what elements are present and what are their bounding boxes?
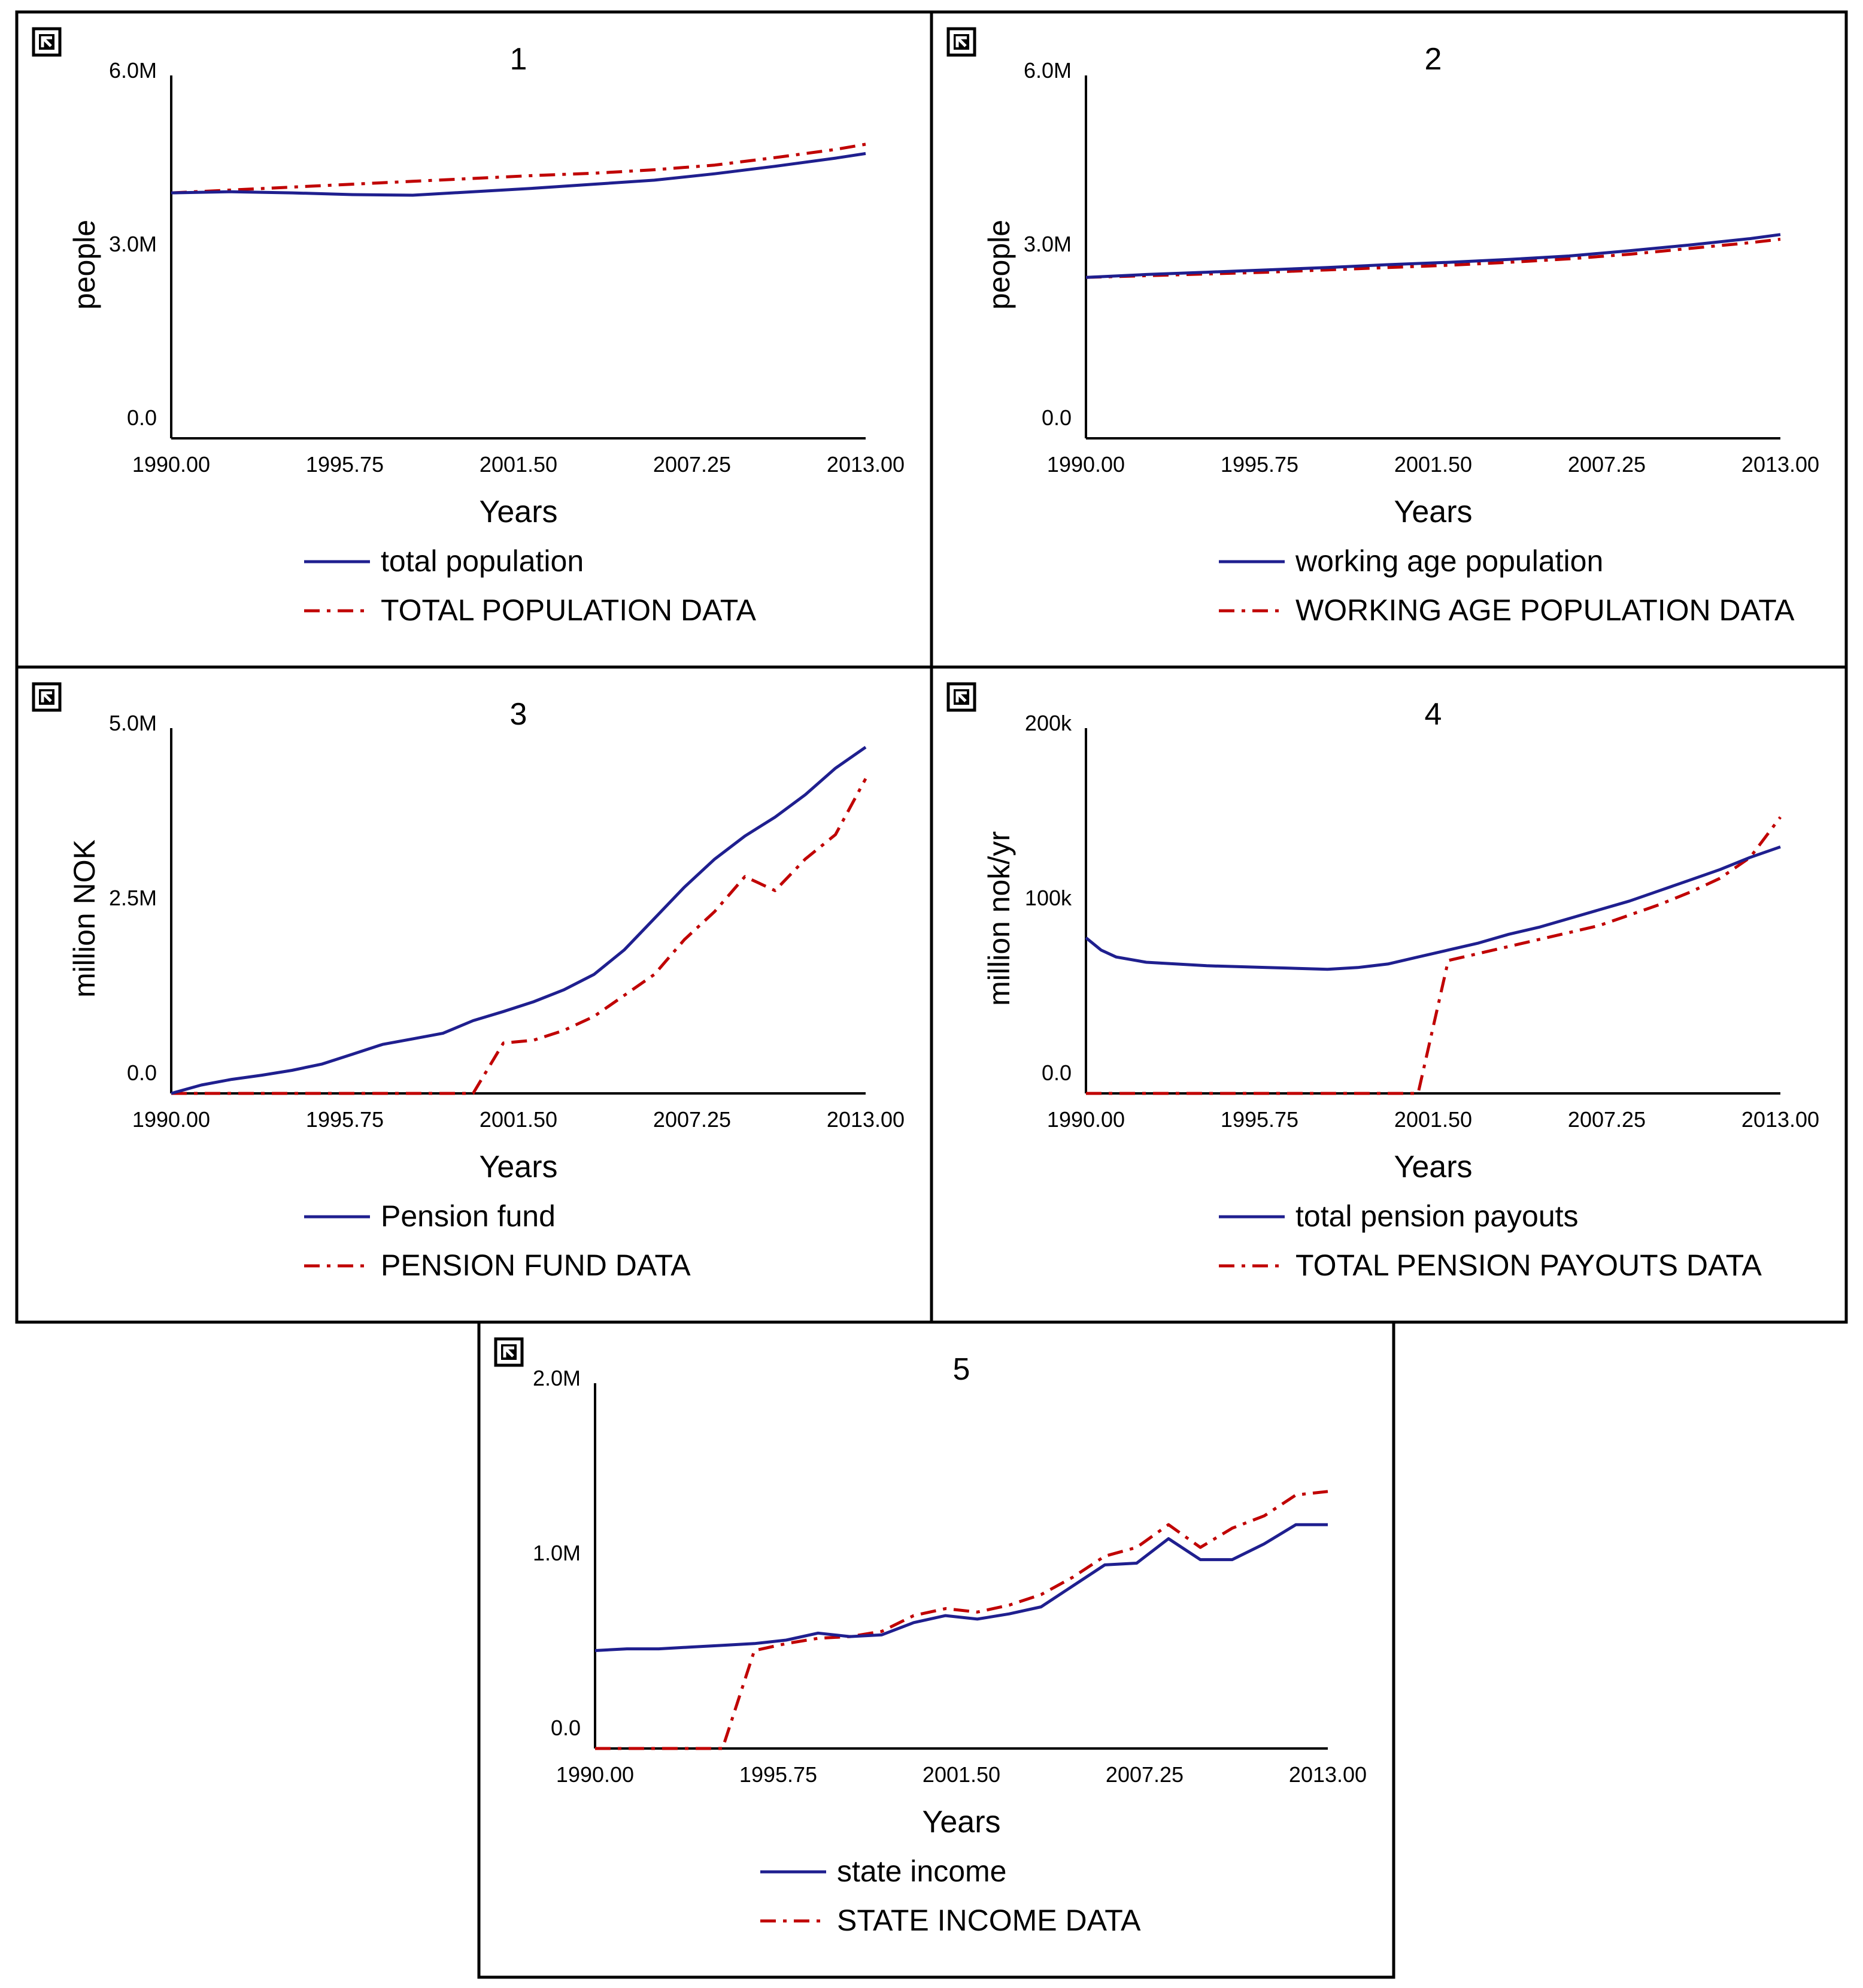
- x-tick-label: 1995.75: [1221, 1107, 1298, 1132]
- chart-panel-1: 1 0.0 3.0M 6.0M 1990.00 1995.75 2001.50 2007.25…: [15, 10, 933, 669]
- series-line-data: [1086, 816, 1782, 1095]
- corner-arrow-icon[interactable]: [946, 27, 976, 57]
- x-tick-label: 2001.50: [923, 1762, 1000, 1787]
- series-line-model: [171, 746, 867, 1095]
- x-tick-label: 2013.00: [1289, 1762, 1367, 1787]
- x-tick-label: 2007.25: [1106, 1762, 1184, 1787]
- legend-label: working age population: [1295, 544, 1603, 578]
- x-tick-label: 1995.75: [739, 1762, 817, 1787]
- x-tick-label: 2001.50: [1394, 452, 1472, 477]
- x-tick-label: 2013.00: [827, 1107, 905, 1132]
- x-tick-label: 1990.00: [132, 1107, 210, 1132]
- y-tick-label: 3.0M: [109, 232, 157, 256]
- legend-label: STATE INCOME DATA: [837, 1904, 1141, 1937]
- y-axis-label: million nok/yr: [982, 831, 1016, 1006]
- x-tick-label: 1995.75: [1221, 452, 1298, 477]
- y-axis-label: people: [68, 220, 101, 310]
- y-tick-label: 0.0: [1042, 1060, 1072, 1085]
- legend-label: WORKING AGE POPULATION DATA: [1295, 593, 1795, 627]
- y-tick-label: 2.0M: [533, 1366, 581, 1390]
- x-axis-label: Years: [922, 1805, 1000, 1839]
- x-tick-label: 1990.00: [1047, 1107, 1125, 1132]
- x-tick-label: 1995.75: [306, 452, 384, 477]
- x-tick-label: 2007.25: [653, 1107, 731, 1132]
- x-tick-label: 2001.50: [480, 452, 557, 477]
- series-line-model: [171, 151, 866, 197]
- corner-arrow-icon[interactable]: [32, 682, 62, 712]
- chart-title: 4: [1425, 697, 1442, 732]
- x-tick-label: 2007.25: [1568, 1107, 1646, 1132]
- corner-arrow-icon[interactable]: [32, 27, 62, 57]
- x-axis-label: Years: [1394, 1150, 1472, 1184]
- chart-title: 2: [1425, 42, 1442, 77]
- y-tick-label: 5.0M: [109, 711, 157, 735]
- chart-panel-5: 5 0.0 1.0M 2.0M 1990.00 1995.75 2001.50 2007.25…: [477, 1320, 1395, 1979]
- legend-label: TOTAL PENSION PAYOUTS DATA: [1295, 1248, 1762, 1282]
- x-tick-label: 2013.00: [1741, 452, 1819, 477]
- y-axis-label: million NOK: [68, 840, 101, 998]
- legend-label: TOTAL POPULATION DATA: [381, 593, 757, 627]
- series-line-model: [1085, 233, 1781, 279]
- y-tick-label: 0.0: [1042, 405, 1072, 430]
- series-line-data: [1085, 238, 1781, 279]
- x-tick-label: 1990.00: [556, 1762, 634, 1787]
- y-axis-label: people: [982, 220, 1016, 310]
- y-tick-label: 200k: [1025, 711, 1072, 735]
- y-tick-label: 6.0M: [1024, 58, 1072, 83]
- y-tick-label: 6.0M: [109, 58, 157, 83]
- corner-arrow-icon[interactable]: [494, 1337, 524, 1367]
- x-tick-label: 1990.00: [132, 452, 210, 477]
- y-tick-label: 0.0: [127, 405, 157, 430]
- panel-frame: [15, 10, 933, 669]
- y-tick-label: 3.0M: [1024, 232, 1072, 256]
- x-axis-label: Years: [479, 495, 557, 529]
- chart-panel-2: 2 0.0 3.0M 6.0M 1990.00 1995.75 2001.50 2007.25…: [930, 10, 1848, 669]
- series-line-data: [171, 143, 866, 195]
- x-axis-label: Years: [1394, 495, 1472, 529]
- legend-label: Pension fund: [381, 1199, 556, 1233]
- x-tick-label: 2013.00: [827, 452, 905, 477]
- series-line-data: [595, 1490, 1328, 1750]
- x-tick-label: 1990.00: [1047, 452, 1125, 477]
- y-tick-label: 0.0: [551, 1716, 581, 1740]
- legend-label: PENSION FUND DATA: [381, 1248, 691, 1282]
- series-line-model: [1085, 845, 1781, 971]
- series-line-data: [171, 778, 867, 1095]
- x-tick-label: 2001.50: [480, 1107, 557, 1132]
- x-tick-label: 2007.25: [1568, 452, 1646, 477]
- chart-title: 5: [953, 1352, 970, 1387]
- corner-arrow-icon[interactable]: [946, 682, 976, 712]
- panel-frame: [930, 10, 1848, 669]
- y-tick-label: 1.0M: [533, 1541, 581, 1565]
- chart-title: 3: [510, 697, 527, 732]
- x-tick-label: 2001.50: [1394, 1107, 1472, 1132]
- x-tick-label: 1995.75: [306, 1107, 384, 1132]
- series-line-model: [594, 1523, 1328, 1652]
- y-tick-label: 100k: [1025, 886, 1072, 910]
- x-tick-label: 2007.25: [653, 452, 731, 477]
- panel-frame: [930, 665, 1848, 1324]
- panel-frame: [15, 665, 933, 1324]
- legend-label: state income: [837, 1854, 1006, 1888]
- chart-title: 1: [510, 42, 527, 77]
- x-axis-label: Years: [479, 1150, 557, 1184]
- x-tick-label: 2013.00: [1741, 1107, 1819, 1132]
- legend-label: total population: [381, 544, 584, 578]
- y-tick-label: 2.5M: [109, 886, 157, 910]
- legend-label: total pension payouts: [1295, 1199, 1579, 1233]
- chart-panel-4: 4 0.0 100k 200k 1990.00 1995.75 2001.50 2007.25…: [930, 665, 1848, 1324]
- chart-panel-3: 3 0.0 2.5M 5.0M 1990.00 1995.75 2001.50 2007.25…: [15, 665, 933, 1324]
- y-tick-label: 0.0: [127, 1060, 157, 1085]
